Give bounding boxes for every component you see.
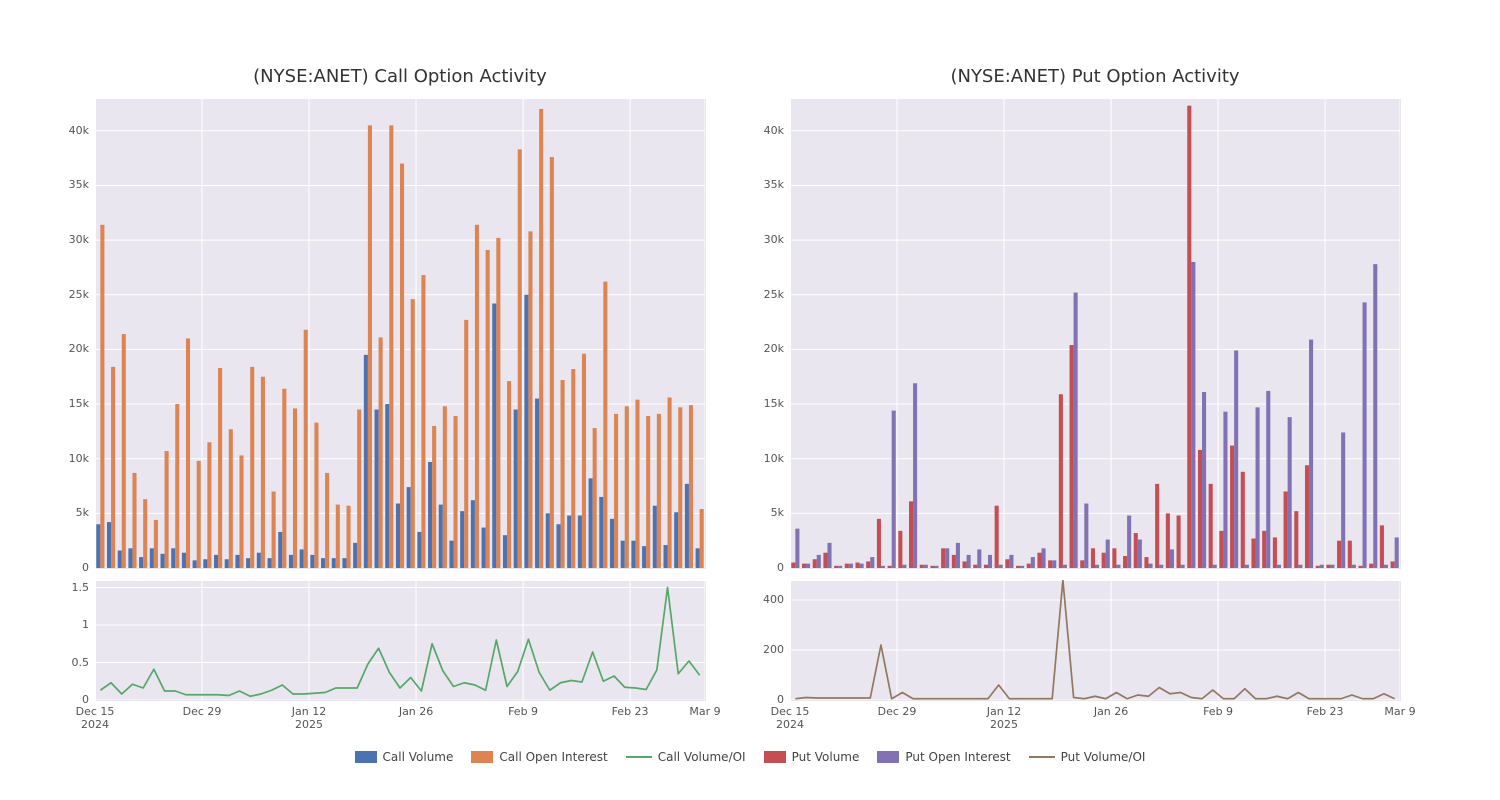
legend-label: Put Volume [792, 750, 860, 764]
y-tick-label: 400 [742, 593, 784, 606]
y-tick-label: 15k [742, 397, 784, 410]
legend-label: Put Open Interest [905, 750, 1010, 764]
x-tick-label: Feb 23 [612, 706, 649, 719]
x-tick-label: Feb 9 [1203, 706, 1233, 719]
x-tick-label: Dec 29 [183, 706, 222, 719]
y-tick-label: 40k [742, 124, 784, 137]
y-tick-label: 0.5 [47, 656, 89, 669]
legend-swatch [1029, 756, 1055, 758]
y-tick-label: 0 [47, 561, 89, 574]
y-tick-label: 10k [47, 452, 89, 465]
legend-item: Put Volume/OI [1029, 750, 1146, 764]
legend-swatch [471, 751, 493, 763]
y-tick-label: 40k [47, 124, 89, 137]
legend: Call Volume Call Open Interest Call Volume… [0, 750, 1500, 764]
right-bottom-svg [790, 580, 1400, 700]
y-tick-label: 35k [742, 178, 784, 191]
legend-label: Put Volume/OI [1061, 750, 1146, 764]
x-tick-label: Feb 23 [1307, 706, 1344, 719]
x-tick-label: Mar 9 [689, 706, 720, 719]
y-tick-label: 1 [47, 618, 89, 631]
right-title: (NYSE:ANET) Put Option Activity [790, 66, 1400, 87]
legend-item: Put Open Interest [877, 750, 1010, 764]
y-tick-label: 200 [742, 643, 784, 656]
legend-label: Call Volume [383, 750, 454, 764]
legend-item: Call Volume/OI [626, 750, 746, 764]
x-tick-label: Jan 12 2025 [292, 706, 326, 731]
x-tick-label: Mar 9 [1384, 706, 1415, 719]
legend-item: Put Volume [764, 750, 860, 764]
y-tick-label: 20k [742, 342, 784, 355]
y-tick-label: 10k [742, 452, 784, 465]
y-tick-label: 25k [742, 288, 784, 301]
legend-label: Call Open Interest [499, 750, 607, 764]
y-tick-label: 30k [742, 233, 784, 246]
y-tick-label: 5k [742, 506, 784, 519]
legend-item: Call Open Interest [471, 750, 607, 764]
legend-swatch [764, 751, 786, 763]
x-tick-label: Jan 12 2025 [987, 706, 1021, 731]
left-top-svg [95, 98, 705, 568]
x-tick-label: Dec 15 2024 [76, 706, 115, 731]
legend-label: Call Volume/OI [658, 750, 746, 764]
legend-item: Call Volume [355, 750, 454, 764]
left-bottom-svg [95, 580, 705, 700]
legend-swatch [877, 751, 899, 763]
x-tick-label: Jan 26 [399, 706, 433, 719]
x-tick-label: Feb 9 [508, 706, 538, 719]
y-tick-label: 15k [47, 397, 89, 410]
y-tick-label: 25k [47, 288, 89, 301]
y-tick-label: 0 [742, 561, 784, 574]
legend-swatch [626, 756, 652, 758]
y-tick-label: 1.5 [47, 581, 89, 594]
y-tick-label: 5k [47, 506, 89, 519]
x-tick-label: Jan 26 [1094, 706, 1128, 719]
right-top-svg [790, 98, 1400, 568]
y-tick-label: 20k [47, 342, 89, 355]
y-tick-label: 30k [47, 233, 89, 246]
x-tick-label: Dec 29 [878, 706, 917, 719]
legend-swatch [355, 751, 377, 763]
left-title: (NYSE:ANET) Call Option Activity [95, 66, 705, 87]
x-tick-label: Dec 15 2024 [771, 706, 810, 731]
y-tick-label: 35k [47, 178, 89, 191]
